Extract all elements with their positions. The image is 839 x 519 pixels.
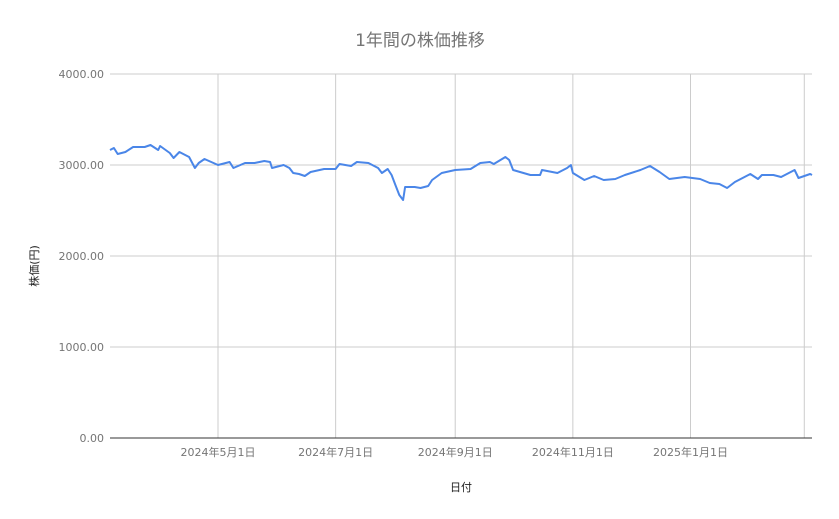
chart-title: 1年間の株価推移	[355, 31, 485, 51]
x-tick-label: 2024年11月1日	[532, 445, 614, 459]
y-tick-label: 4000.00	[59, 68, 105, 81]
x-tick-label: 2024年7月1日	[298, 445, 373, 459]
y-tick-label: 3000.00	[59, 159, 105, 172]
x-axis-label: 日付	[450, 481, 472, 494]
y-tick-label: 1000.00	[59, 341, 105, 354]
x-tick-label: 2024年5月1日	[181, 445, 256, 459]
series-line	[109, 144, 813, 201]
x-tick-label: 2024年9月1日	[418, 445, 493, 459]
y-axis-label: 株価(円)	[27, 245, 41, 287]
y-tick-label: 2000.00	[59, 250, 105, 263]
y-tick-label: 0.00	[80, 432, 105, 445]
x-tick-label: 2025年1月1日	[653, 445, 728, 459]
